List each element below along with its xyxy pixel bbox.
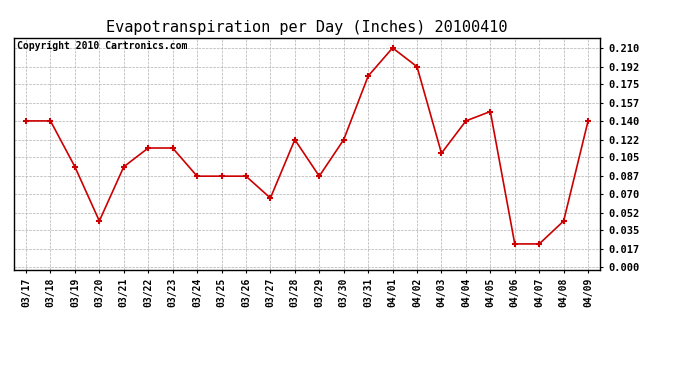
Text: Copyright 2010 Cartronics.com: Copyright 2010 Cartronics.com [17,41,187,51]
Title: Evapotranspiration per Day (Inches) 20100410: Evapotranspiration per Day (Inches) 2010… [106,20,508,35]
